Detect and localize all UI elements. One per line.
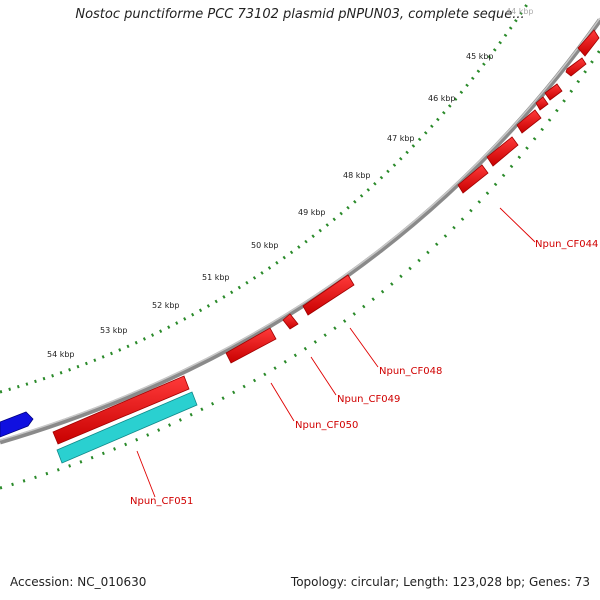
gene-label-cf050: Npun_CF050 (295, 420, 358, 431)
scale-label-51: 51 kbp (202, 273, 230, 282)
summary-text: Topology: circular; Length: 123,028 bp; … (290, 575, 590, 589)
scale-label-44: 44 kbp (506, 7, 534, 16)
scale-label-47: 47 kbp (387, 134, 415, 143)
scale-label-45: 45 kbp (466, 52, 494, 61)
gene-arrow (486, 136, 519, 167)
gene-arrow (302, 274, 355, 316)
gene-label-cf048: Npun_CF048 (379, 366, 442, 377)
gene-labels: Npun_CF044 Npun_CF048 Npun_CF049 Npun_CF… (130, 239, 598, 507)
gene-arrow (577, 29, 600, 57)
backbone-circle (0, 18, 600, 445)
gene-label-cf051: Npun_CF051 (130, 496, 193, 507)
gene-arrow (516, 109, 542, 134)
scale-label-54: 54 kbp (47, 350, 75, 359)
gene-arrow (282, 313, 299, 330)
scale-label-53: 53 kbp (100, 326, 128, 335)
scale-label-48: 48 kbp (343, 171, 371, 180)
accession-text: Accession: NC_010630 (10, 575, 147, 589)
scale-label-50: 50 kbp (251, 241, 279, 250)
gene-arrow (52, 375, 190, 445)
label-leaders (136, 207, 536, 498)
gene-label-cf044: Npun_CF044 (535, 239, 598, 250)
scale-label-46: 46 kbp (428, 94, 456, 103)
scale-label-49: 49 kbp (298, 208, 326, 217)
gene-arrow-forward (0, 411, 34, 438)
gene-arrow (544, 83, 563, 101)
reverse-genes (52, 29, 600, 445)
gene-arrow (457, 164, 489, 194)
map-title: Nostoc punctiforme PCC 73102 plasmid pNP… (75, 7, 525, 22)
scale-label-52: 52 kbp (152, 301, 180, 310)
gene-arrow (565, 57, 587, 77)
scale-labels: 44 kbp 45 kbp 46 kbp 47 kbp 48 kbp 49 kb… (47, 7, 534, 359)
gene-arrow (225, 327, 277, 364)
gene-arrow (535, 96, 549, 111)
gene-label-cf049: Npun_CF049 (337, 394, 400, 405)
gene-arrow-highlight (56, 391, 198, 464)
